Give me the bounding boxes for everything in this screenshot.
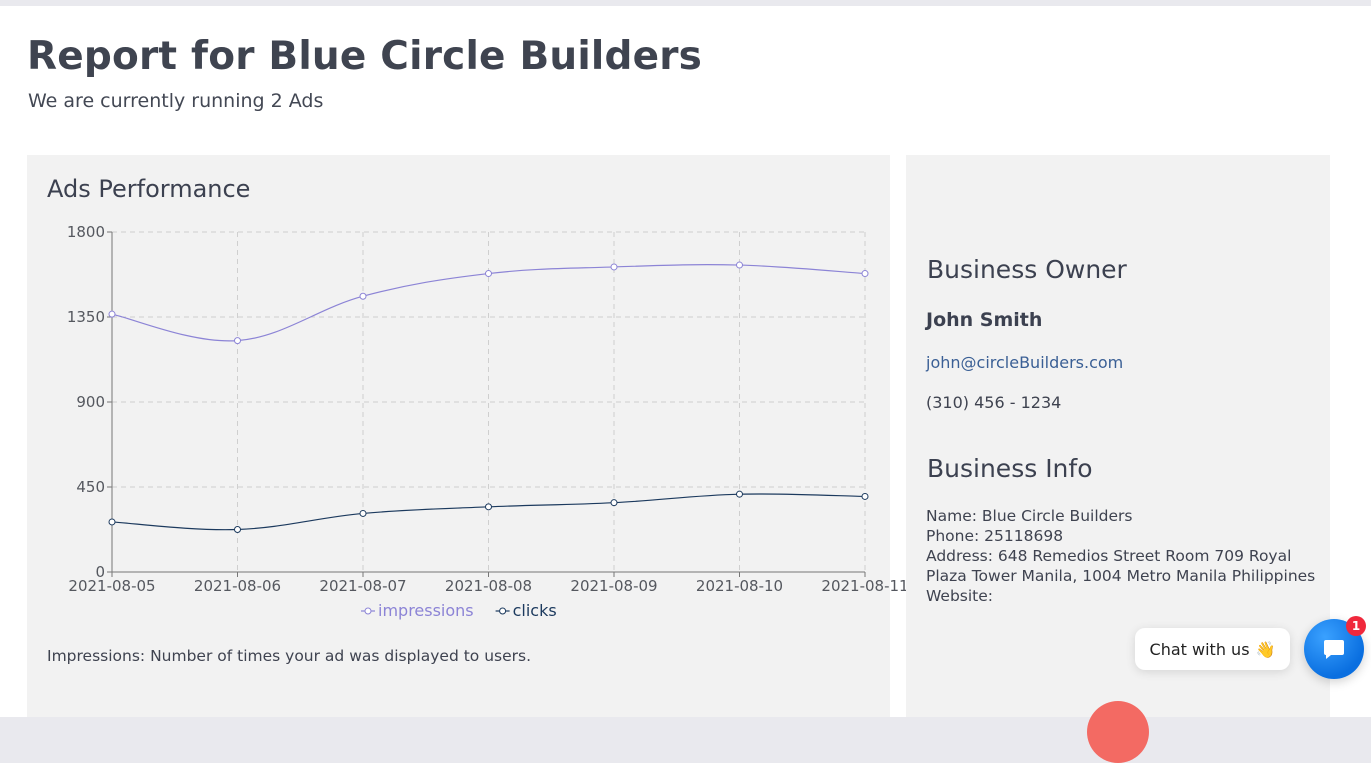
business-owner-heading: Business Owner [927,255,1127,284]
data-point-clicks[interactable] [359,509,367,517]
y-tick-label: 0 [95,563,105,581]
x-tick-label: 2021-08-07 [319,577,406,595]
data-point-impressions[interactable] [359,292,367,300]
y-tick-label: 1350 [67,308,105,326]
chat-label: Chat with us [1149,639,1250,659]
legend-label-impressions[interactable]: impressions [378,601,474,620]
legend-label-clicks[interactable]: clicks [513,601,557,620]
data-point-impressions[interactable] [736,261,743,269]
business-name: Name: Blue Circle Builders [926,507,1133,525]
chat-unread-badge: 1 [1346,616,1366,636]
floating-action-button[interactable] [1087,701,1149,763]
chat-with-us-bubble[interactable]: Chat with us 👋 [1135,628,1290,670]
data-point-clicks[interactable] [736,490,743,498]
x-tick-label: 2021-08-10 [696,577,783,595]
data-point-clicks[interactable] [861,492,869,500]
business-website: Website: [926,587,994,605]
business-address: Address: 648 Remedios Street Room 709 Ro… [926,547,1316,585]
x-tick-label: 2021-08-09 [570,577,657,595]
impressions-note: Impressions: Number of times your ad was… [47,647,532,665]
data-point-impressions[interactable] [234,337,241,345]
data-point-impressions[interactable] [485,270,492,278]
x-tick-label: 2021-08-06 [194,577,281,595]
business-info-details: Name: Blue Circle Builders Phone: 251186… [926,506,1316,606]
ads-performance-title: Ads Performance [47,175,251,203]
page-subtitle: We are currently running 2 Ads [28,90,324,112]
page-title: Report for Blue Circle Builders [27,34,703,79]
x-tick-label: 2021-08-08 [445,577,532,595]
scrollbar-track[interactable] [1359,6,1371,717]
x-tick-label: 2021-08-11 [821,577,908,595]
ads-performance-panel: Ads Performance 0 450 900 1350 1800 2021-08-0… [27,155,909,717]
owner-email-link[interactable]: john@circleBuilders.com [926,353,1124,372]
data-point-impressions[interactable] [108,310,116,318]
data-point-clicks[interactable] [234,526,241,533]
owner-phone: (310) 456 - 1234 [926,393,1062,412]
y-tick-label: 1800 [67,223,105,241]
y-tick-label: 450 [76,478,105,496]
data-point-clicks[interactable] [485,503,492,511]
owner-name: John Smith [926,309,1043,331]
legend-marker-impressions [364,607,372,615]
ads-performance-chart: 0 450 900 1350 1800 2021-08-05 2021-08-06 2021-… [67,223,909,620]
data-point-impressions[interactable] [861,270,869,278]
wave-emoji-icon: 👋 [1255,639,1276,659]
data-point-clicks[interactable] [108,518,116,526]
chat-icon [1324,640,1344,659]
data-point-clicks[interactable] [610,499,618,507]
y-tick-label: 900 [76,393,105,411]
data-point-impressions[interactable] [610,263,618,271]
legend-marker-clicks [499,607,507,615]
business-panel: Business Owner John Smith john@circleBui… [906,155,1330,717]
business-info-heading: Business Info [927,454,1093,483]
business-phone: Phone: 25118698 [926,527,1064,545]
x-tick-label: 2021-08-05 [68,577,155,595]
